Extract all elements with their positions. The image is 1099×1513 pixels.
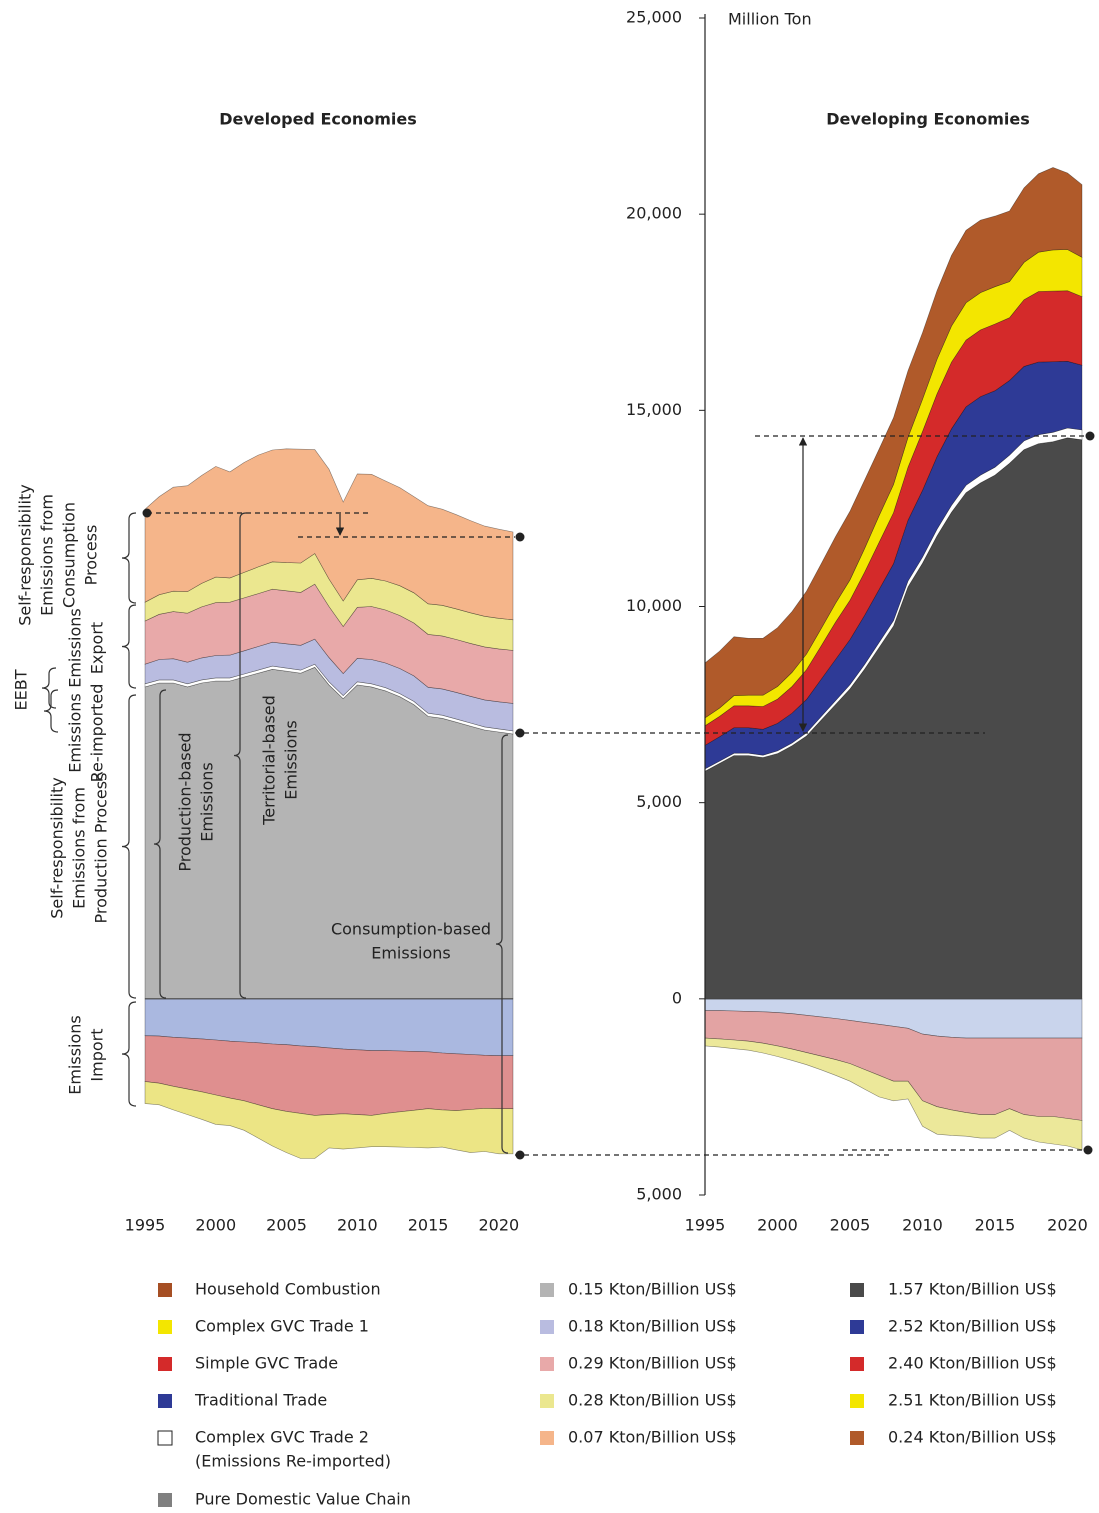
dot: [1083, 1145, 1093, 1155]
annotation: Emissions: [66, 1015, 85, 1095]
legend-swatch: [157, 1430, 173, 1446]
chart-title: Developed Economies: [219, 110, 417, 129]
legend-swatch: [158, 1394, 172, 1408]
legend-swatch: [850, 1320, 864, 1334]
y-tick-label: 10,000: [626, 596, 682, 615]
dot: [515, 1150, 525, 1160]
x-tick-label: 2000: [757, 1216, 798, 1235]
dot: [515, 728, 525, 738]
annotation: Consumption-based: [331, 920, 491, 939]
legend-swatch: [540, 1320, 554, 1334]
brace: [233, 512, 247, 999]
x-tick-label: 2010: [902, 1216, 943, 1235]
legend-label: 0.18 Kton/Billion US$: [568, 1317, 737, 1336]
y-tick-label: 25,000: [626, 8, 682, 27]
brace: [41, 667, 57, 709]
annotation: Territorial-based: [260, 695, 279, 826]
area-layer: [704, 167, 1083, 719]
area-layer: [704, 1037, 1083, 1151]
x-tick-label: 2020: [478, 1216, 519, 1235]
x-tick-label: 1995: [685, 1216, 726, 1235]
annotation: Emissions: [66, 608, 85, 688]
dot: [1085, 431, 1095, 441]
dot: [142, 508, 152, 518]
annotation: Emissions: [198, 762, 217, 842]
dot: [515, 532, 525, 542]
annotation: Re-imported: [88, 684, 107, 783]
area-layer: [144, 1081, 514, 1159]
x-tick-label: 2015: [975, 1216, 1016, 1235]
brace: [153, 689, 167, 999]
x-tick-label: 2000: [195, 1216, 236, 1235]
y-tick-label: 15,000: [626, 400, 682, 419]
annotation: EEBT: [12, 669, 31, 710]
legend-label: 0.15 Kton/Billion US$: [568, 1280, 737, 1299]
y-tick-label: 5,000: [636, 1185, 682, 1204]
legend-label: 1.57 Kton/Billion US$: [888, 1280, 1057, 1299]
legend-label: 0.24 Kton/Billion US$: [888, 1428, 1057, 1447]
legend-label: 2.40 Kton/Billion US$: [888, 1354, 1057, 1373]
x-tick-label: 1995: [125, 1216, 166, 1235]
brace: [43, 689, 59, 733]
legend-swatch: [540, 1357, 554, 1371]
legend-label: Simple GVC Trade: [195, 1354, 338, 1373]
legend-swatch: [850, 1394, 864, 1408]
annotation: Emissions: [66, 693, 85, 773]
x-tick-label: 2020: [1047, 1216, 1088, 1235]
annotation: Export: [88, 622, 107, 674]
legend-swatch: [158, 1493, 172, 1507]
y-tick-label: 0: [672, 988, 682, 1007]
y-tick-label: 5,000: [636, 792, 682, 811]
legend-swatch: [540, 1283, 554, 1297]
legend-label: Pure Domestic Value Chain: [195, 1490, 411, 1509]
x-tick-label: 2005: [830, 1216, 871, 1235]
brace: [121, 512, 137, 604]
legend-label: 2.51 Kton/Billion US$: [888, 1391, 1057, 1410]
legend-swatch: [850, 1431, 864, 1445]
legend-swatch: [158, 1283, 172, 1297]
legend-label: Complex GVC Trade 1: [195, 1317, 369, 1336]
x-tick-label: 2005: [266, 1216, 307, 1235]
annotation: Self-responsibility: [48, 777, 67, 918]
brace: [495, 734, 509, 1154]
legend-label: Complex GVC Trade 2: [195, 1428, 369, 1447]
annotation: Emissions from: [38, 494, 57, 616]
annotation: Production Process: [92, 773, 111, 924]
overlay: [41, 14, 1095, 1196]
annotation: Consumption: [60, 502, 79, 608]
y-tick-label: 20,000: [626, 204, 682, 223]
y-axis-label: Million Ton: [728, 10, 812, 29]
brace: [121, 694, 137, 999]
brace: [121, 1001, 137, 1107]
legend-swatch: [850, 1283, 864, 1297]
brace: [121, 604, 137, 689]
legend-swatch: [158, 1320, 172, 1334]
legend-label: (Emissions Re-imported): [195, 1452, 391, 1471]
annotation: Emissions: [282, 720, 301, 800]
legend-label: Household Combustion: [195, 1280, 381, 1299]
legend-label: Traditional Trade: [194, 1391, 327, 1410]
annotation: Import: [88, 1028, 107, 1081]
legend-swatch: [850, 1357, 864, 1371]
x-tick-label: 2015: [408, 1216, 449, 1235]
legend-swatch: [540, 1394, 554, 1408]
annotation: Emissions from: [70, 787, 89, 909]
chart-title: Developing Economies: [826, 110, 1030, 129]
annotation: Emissions: [371, 944, 451, 963]
legend-label: 0.28 Kton/Billion US$: [568, 1391, 737, 1410]
plot-area: [144, 167, 1083, 1159]
annotation: Process: [82, 525, 101, 586]
legend-swatch: [158, 1357, 172, 1371]
x-tick-label: 2010: [337, 1216, 378, 1235]
annotation: Production-based: [176, 732, 195, 871]
legend-label: 0.07 Kton/Billion US$: [568, 1428, 737, 1447]
legend-label: 2.52 Kton/Billion US$: [888, 1317, 1057, 1336]
annotation: Self-responsibility: [16, 484, 35, 625]
legend-label: 0.29 Kton/Billion US$: [568, 1354, 737, 1373]
area-layer: [144, 448, 514, 621]
legend-swatch: [540, 1431, 554, 1445]
